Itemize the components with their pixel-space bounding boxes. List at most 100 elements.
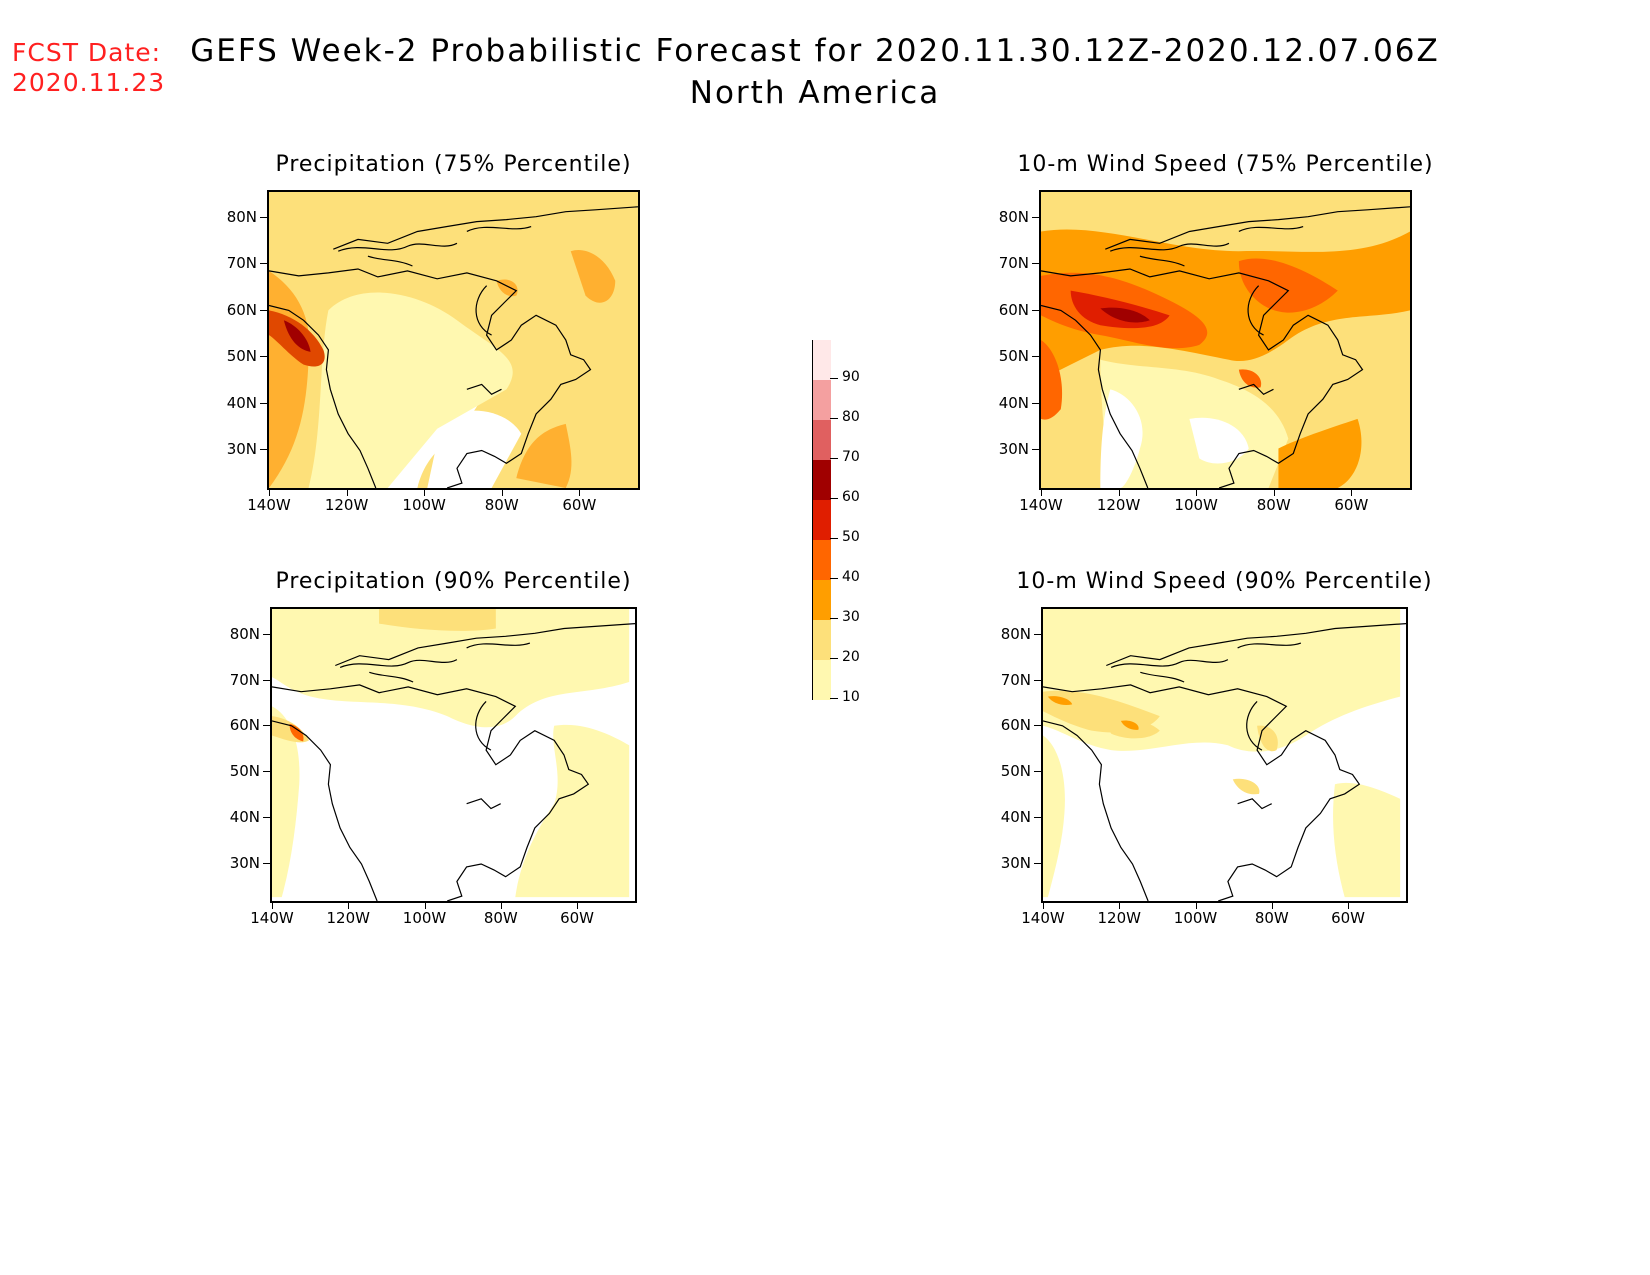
lat-tick-mark — [263, 679, 270, 681]
lat-tick-label: 30N — [229, 853, 260, 872]
coastline — [1110, 659, 1229, 668]
colorbar-segment — [812, 500, 831, 540]
forecast-map — [267, 190, 640, 490]
lat-tick-mark — [260, 309, 267, 311]
coastline — [1110, 242, 1230, 252]
lat-tick-mark — [263, 816, 270, 818]
lon-tick-label: 80W — [484, 496, 519, 514]
lon-tick-mark — [1196, 489, 1198, 496]
lon-tick-label: 120W — [1097, 909, 1141, 927]
colorbar-segment — [812, 340, 831, 380]
lat-tick-label: 30N — [1000, 853, 1031, 872]
colorbar-segment — [812, 540, 831, 580]
lon-tick-label: 140W — [250, 909, 294, 927]
colorbar-segment — [812, 420, 831, 460]
lat-tick-mark — [260, 356, 267, 358]
colorbar-tick — [830, 498, 838, 499]
forecast-map — [1041, 607, 1408, 903]
lat-tick-label: 70N — [1000, 670, 1031, 689]
coastline — [1041, 304, 1149, 488]
coastline — [1139, 255, 1185, 267]
lon-tick-label: 60W — [1331, 909, 1365, 927]
lat-tick-mark — [260, 449, 267, 451]
lat-tick-label: 50N — [998, 347, 1029, 366]
lat-tick-label: 80N — [226, 208, 257, 226]
lat-tick-mark — [1032, 356, 1039, 358]
probability-contour — [379, 609, 496, 631]
coastline — [466, 798, 501, 810]
colorbar-tick — [830, 658, 838, 659]
lat-tick-label: 40N — [1000, 807, 1031, 826]
probability-contour — [515, 724, 630, 898]
lon-tick-mark — [577, 902, 579, 909]
lat-tick-label: 40N — [229, 807, 260, 826]
probability-contour — [283, 320, 311, 352]
probability-contour — [1100, 389, 1143, 488]
lat-tick-mark — [1034, 634, 1041, 635]
colorbar-tick — [830, 378, 838, 379]
coastline — [475, 285, 492, 336]
probability-contour — [1333, 782, 1401, 898]
colorbar-label: 70 — [842, 449, 860, 465]
probability-contour — [570, 249, 616, 303]
lon-tick-mark — [1348, 902, 1350, 909]
lon-tick-mark — [1273, 489, 1275, 496]
lon-tick-label: 60W — [562, 496, 597, 514]
colorbar-label: 20 — [842, 649, 860, 665]
lon-tick-mark — [1195, 902, 1197, 909]
lon-tick-mark — [424, 902, 426, 909]
probability-contour — [1041, 340, 1063, 420]
title-line-2: North America — [689, 75, 941, 111]
lon-tick-mark — [348, 902, 350, 909]
coastline — [1247, 285, 1264, 336]
colorbar-label: 40 — [842, 569, 860, 585]
coastline — [1238, 383, 1274, 395]
forecast-map — [1039, 190, 1412, 490]
probability-contour — [427, 410, 522, 488]
probability-contour — [1238, 369, 1262, 388]
lon-tick-mark — [501, 489, 503, 496]
probability-contour — [1043, 735, 1065, 898]
coastline — [466, 642, 531, 649]
lat-tick-label: 60N — [229, 716, 260, 735]
lon-tick-label: 120W — [1096, 496, 1141, 514]
probability-contour — [1232, 778, 1260, 795]
colorbar-tick — [830, 578, 838, 579]
coastline — [1106, 623, 1406, 667]
lon-tick-label: 80W — [1256, 496, 1291, 514]
colorbar-segment — [812, 380, 831, 420]
coastline — [1043, 684, 1361, 901]
coastline — [1246, 701, 1263, 751]
probability-contour — [1047, 696, 1073, 705]
lon-tick-mark — [1351, 489, 1353, 496]
coastline — [1238, 225, 1304, 233]
map-canvas — [1043, 609, 1406, 901]
lon-tick-label: 140W — [1019, 496, 1063, 514]
coastline — [1237, 798, 1272, 810]
lon-tick-label: 80W — [483, 909, 518, 927]
coastline — [1041, 268, 1364, 488]
lat-tick-label: 80N — [1000, 625, 1031, 643]
lat-tick-label: 50N — [229, 762, 260, 781]
lon-tick-label: 80W — [1254, 909, 1289, 927]
coastline — [1105, 206, 1410, 250]
lon-tick-mark — [579, 489, 581, 496]
colorbar-label: 60 — [842, 489, 860, 505]
probability-contour — [1189, 417, 1249, 464]
lon-tick-label: 60W — [1334, 496, 1369, 514]
lat-tick-mark — [1034, 862, 1041, 864]
probability-contour — [289, 723, 304, 742]
probability-contour — [308, 292, 513, 488]
lat-tick-mark — [1032, 263, 1039, 265]
lat-tick-mark — [1032, 309, 1039, 311]
coastline — [269, 304, 377, 488]
lat-tick-mark — [1032, 217, 1039, 218]
lat-tick-label: 30N — [998, 440, 1029, 459]
probability-contour — [1100, 307, 1150, 323]
colorbar-label: 90 — [842, 369, 860, 385]
lon-tick-label: 140W — [1021, 909, 1065, 927]
lon-tick-label: 100W — [402, 909, 447, 927]
probability-contour — [516, 423, 572, 488]
colorbar-segment — [812, 580, 831, 620]
coastline — [367, 255, 413, 267]
